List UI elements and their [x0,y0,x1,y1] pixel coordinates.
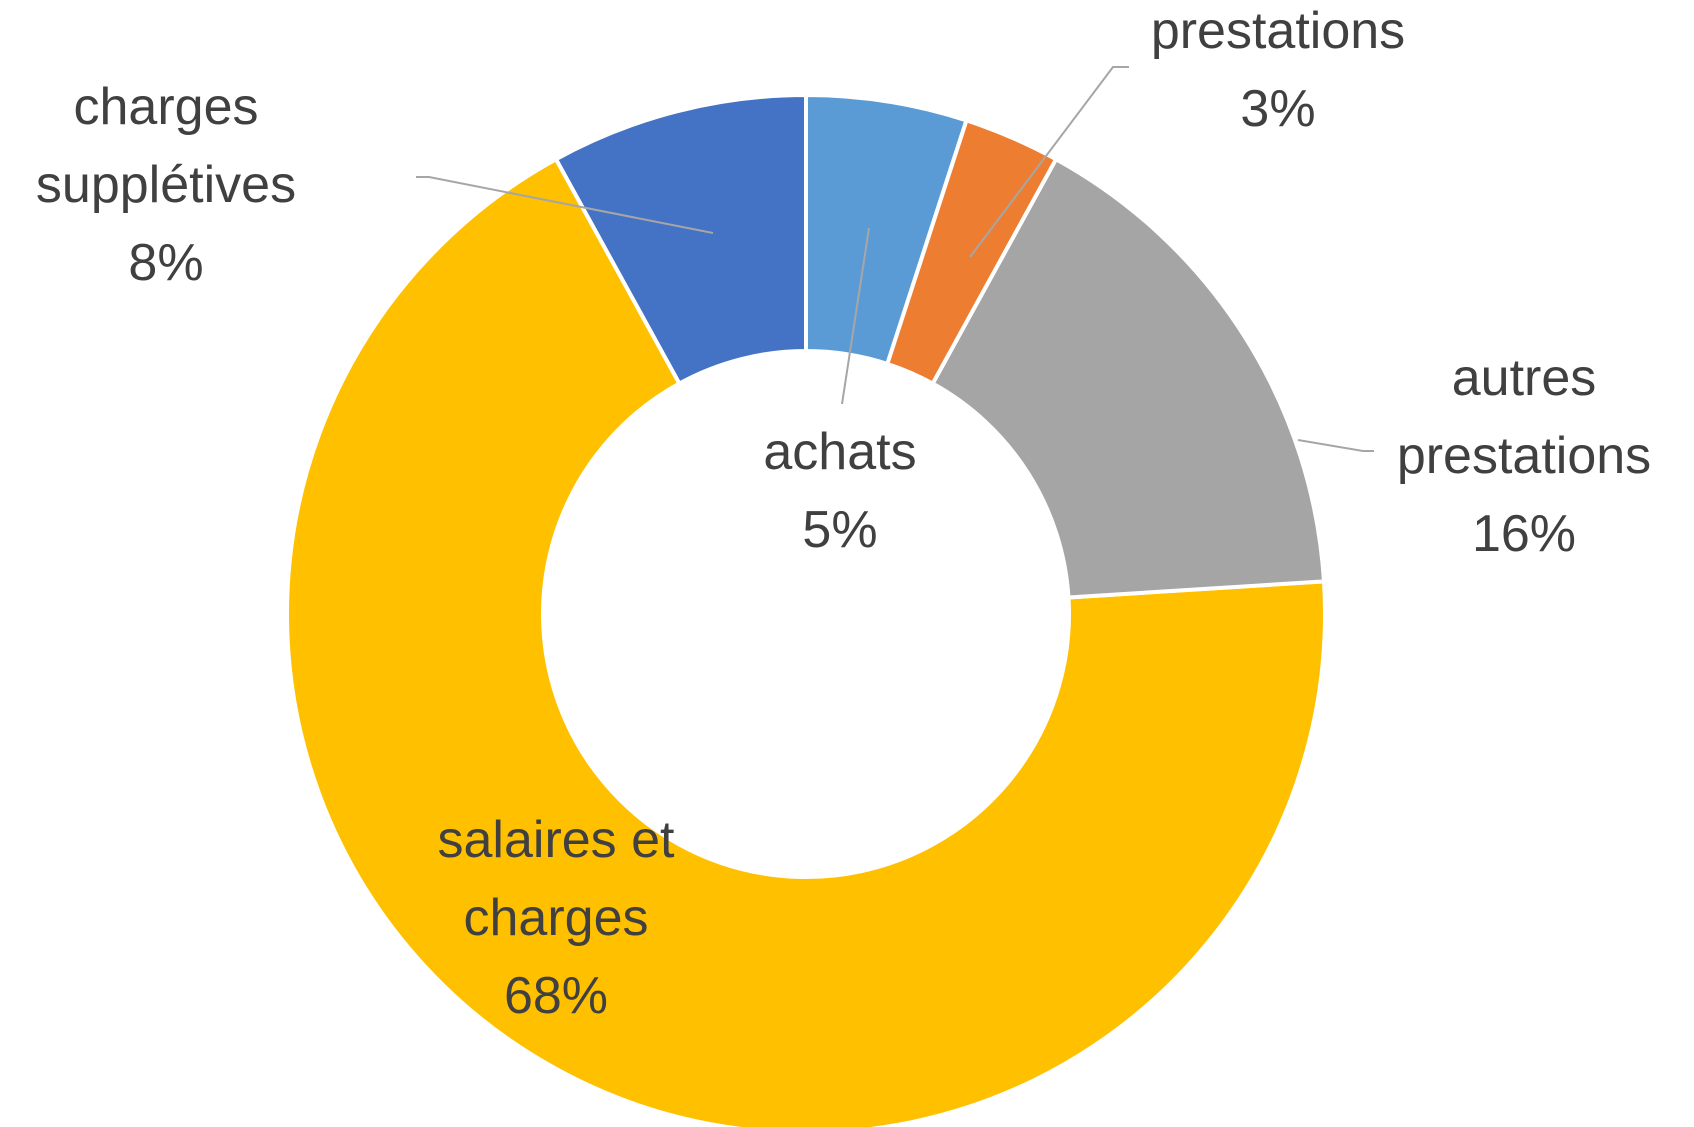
value-label: 3% [1240,80,1316,138]
category-label: achats [763,423,917,481]
category-label: charges supplétives [35,78,297,214]
leader-line [416,176,714,234]
donut-slice [884,117,1059,387]
value-label: 8% [128,234,204,292]
leader-line [969,66,1129,258]
leader-line [841,227,870,405]
category-label: autres prestations [1396,349,1652,485]
donut-slice [929,156,1327,600]
data-label: prestations 3% [1078,0,1478,148]
donut-slice [804,92,969,367]
value-label: 16% [1471,505,1577,563]
data-label: autres prestations 16% [1374,339,1674,573]
value-label: 5% [802,501,878,559]
category-label: prestations [1150,2,1406,60]
leader-line [1297,439,1374,452]
data-label: salaires et charges 68% [416,801,696,1035]
data-label: achats 5% [640,413,1040,569]
donut-slice [285,156,1327,1127]
data-label: charges supplétives 8% [11,68,321,302]
value-label: 68% [503,967,609,1025]
category-label: salaires et charges [437,811,675,947]
